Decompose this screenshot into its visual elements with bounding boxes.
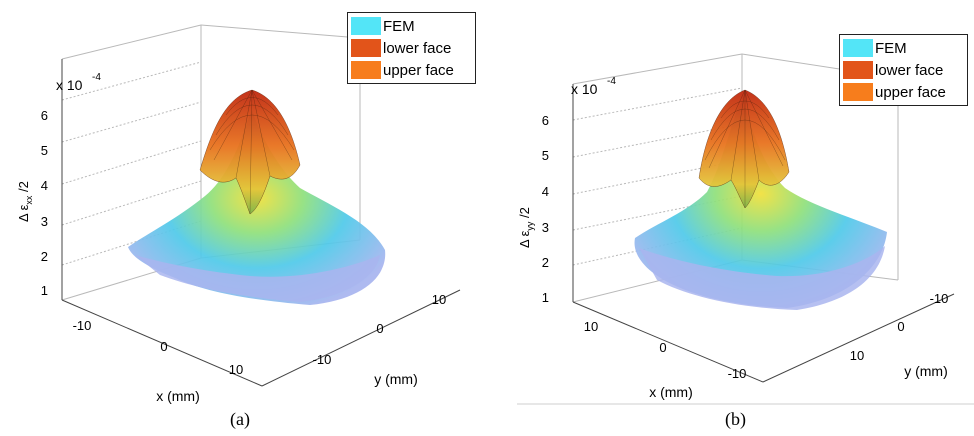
- x-tick-label: 0: [659, 340, 666, 355]
- legend-swatch-fem: [843, 39, 873, 57]
- z-exponent-power: -4: [92, 72, 101, 83]
- y-tick-label: 10: [850, 348, 864, 363]
- z-tick-label: 4: [41, 178, 48, 193]
- legend-swatch-lower-face: [351, 39, 381, 57]
- legend-item-upper-face: upper face: [351, 60, 472, 80]
- z-tick-label: 5: [41, 143, 48, 158]
- lower-face-mesh-b: [704, 89, 786, 208]
- z-tick-label: 6: [542, 113, 549, 128]
- y-tick-label: 10: [432, 292, 446, 307]
- legend-a: FEM lower face upper face: [347, 12, 476, 84]
- z-axis-label: Δ ε: [517, 230, 532, 248]
- y-axis-label: y (mm): [374, 371, 418, 387]
- surface-plot-a: 6 5 4 3 2 1 x 10 -4 Δ εxx /2 -10 0 10 -1…: [16, 24, 461, 404]
- z-tick-label: 3: [542, 220, 549, 235]
- z-tick-label: 5: [542, 148, 549, 163]
- x-tick-label: 10: [229, 362, 243, 377]
- z-axis-label-sub: yy: [525, 221, 535, 231]
- upper-face-surface-b: [698, 89, 790, 209]
- caption-a: (a): [230, 409, 250, 429]
- floor-axes-a: [61, 289, 461, 387]
- legend-swatch-upper-face: [351, 61, 381, 79]
- surface-plot-b: 6 5 4 3 2 1 x 10 -4 Δ εyy /2 10 0 -10 -1…: [517, 53, 974, 405]
- z-axis-label-tail: /2: [517, 207, 532, 221]
- z-tick-label: 2: [542, 255, 549, 270]
- fem-surface-b: [634, 100, 887, 310]
- z-axis-a: 6 5 4 3 2 1 x 10 -4 Δ εxx /2: [16, 59, 101, 300]
- z-exponent-base: x 10: [56, 77, 83, 93]
- legend-b: FEM lower face upper face: [839, 34, 968, 106]
- fem-surface-a: [128, 110, 386, 305]
- y-axis-label: y (mm): [904, 363, 948, 379]
- axes-box-a: [61, 24, 361, 301]
- y-tick-label: -10: [313, 352, 332, 367]
- z-axis-label-sub: xx: [24, 195, 34, 205]
- z-axis-b: 6 5 4 3 2 1 x 10 -4 Δ εyy /2: [517, 76, 616, 305]
- y-tick-label: 0: [376, 321, 383, 336]
- legend-item-fem: FEM: [843, 38, 964, 58]
- floor-axes-b: [572, 293, 955, 383]
- z-tick-label: 3: [41, 214, 48, 229]
- x-axis-label: x (mm): [156, 388, 200, 404]
- legend-label: lower face: [875, 61, 944, 79]
- chart-panel-a: 6 5 4 3 2 1 x 10 -4 Δ εxx /2 -10 0 10 -1…: [16, 12, 476, 429]
- z-axis-label-tail: /2: [16, 181, 31, 195]
- legend-item-lower-face: lower face: [843, 60, 964, 80]
- x-tick-label: -10: [728, 366, 747, 381]
- z-axis-label: Δ ε: [16, 204, 31, 222]
- legend-swatch-fem: [351, 17, 381, 35]
- lower-face-mesh-a: [209, 89, 295, 215]
- legend-label: FEM: [383, 17, 415, 35]
- z-tick-label: 1: [41, 283, 48, 298]
- z-tick-label: 4: [542, 184, 549, 199]
- legend-label: upper face: [875, 83, 946, 101]
- x-axis-label: x (mm): [649, 384, 693, 400]
- x-tick-label: 10: [584, 319, 598, 334]
- x-tick-label: 0: [160, 339, 167, 354]
- x-tick-label: -10: [73, 318, 92, 333]
- caption-b: (b): [725, 409, 746, 429]
- legend-swatch-upper-face: [843, 83, 873, 101]
- legend-label: lower face: [383, 39, 452, 57]
- svg-text:Δ εxx /2: Δ εxx /2: [16, 181, 34, 222]
- y-tick-label: -10: [930, 291, 949, 306]
- z-exponent-power: -4: [607, 76, 616, 87]
- legend-item-lower-face: lower face: [351, 38, 472, 58]
- legend-item-upper-face: upper face: [843, 82, 964, 102]
- chart-panel-b: 6 5 4 3 2 1 x 10 -4 Δ εyy /2 10 0 -10 -1…: [487, 0, 974, 436]
- y-tick-label: 0: [897, 319, 904, 334]
- upper-face-surface-a: [199, 89, 301, 215]
- z-tick-label: 2: [41, 249, 48, 264]
- z-exponent-base: x 10: [571, 81, 598, 97]
- legend-label: FEM: [875, 39, 907, 57]
- z-tick-label: 6: [41, 108, 48, 123]
- z-tick-label: 1: [542, 290, 549, 305]
- legend-swatch-lower-face: [843, 61, 873, 79]
- svg-text:Δ εyy /2: Δ εyy /2: [517, 207, 535, 248]
- legend-label: upper face: [383, 61, 454, 79]
- legend-item-fem: FEM: [351, 16, 472, 36]
